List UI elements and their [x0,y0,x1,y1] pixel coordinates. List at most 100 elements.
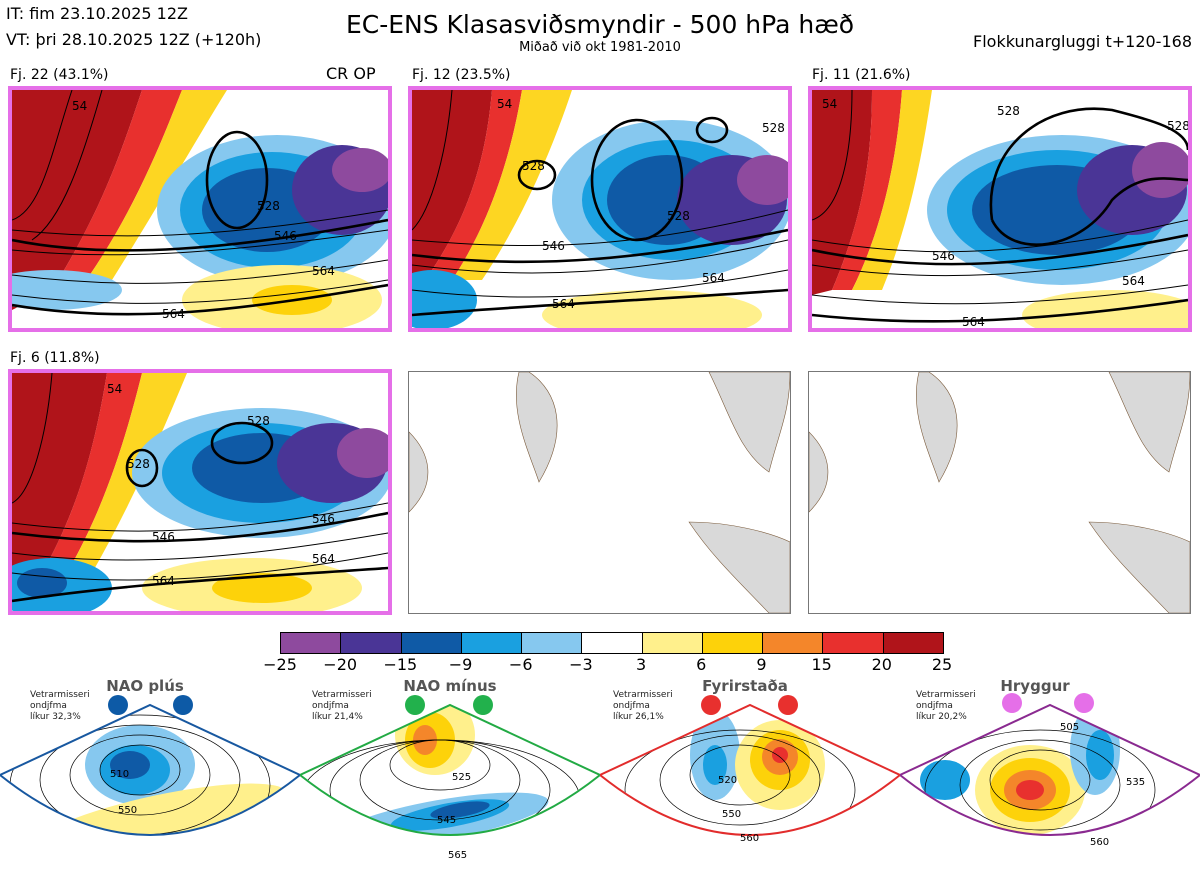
panel-2-label: Fj. 12 (23.5%) [412,67,511,83]
colorbar-segment [281,633,341,653]
contour-label: 546 [152,530,175,544]
colorbar-tick-label: 3 [635,655,647,674]
colorbar-segment [340,633,401,653]
contour-label: 535 [1126,777,1145,788]
regime-dot-nao-plus [108,695,128,715]
regime-side-text: Vetrarmisseri ondjfma líkur 21,4% [312,690,372,722]
regime-name-blocking: Fyrirstaða [702,677,788,695]
colorbar-tick-label: −15 [383,655,418,674]
colorbar-tick-label: 15 [811,655,832,674]
colorbar-segment [581,633,642,653]
cluster-panel-1[interactable]: 546 564 564 528 54 [8,86,392,332]
colorbar-tick-label: 9 [756,655,767,674]
colorbar-segment [400,633,461,653]
cluster-panel-4[interactable]: 546 564 564 528 528 546 54 [8,369,392,615]
empty-panel-6 [808,371,1191,614]
contour-label: 546 [312,512,335,526]
colorbar-segment [521,633,582,653]
regime-side-text: Vetrarmisseri ondjfma líkur 32,3% [30,690,90,722]
colorbar-segment [701,633,763,653]
contour-label: 520 [718,775,737,786]
contour-label: 545 [437,815,456,826]
contour-label: 528 [762,121,785,135]
regime-dot-ridge [1002,693,1022,713]
regime-dot-nao-minus [405,695,425,715]
contour-label: 564 [152,574,175,588]
contour-label: 528 [257,199,280,213]
empty-map-5 [409,372,790,613]
init-time: IT: fim 23.10.2025 12Z [6,4,188,23]
regime-dot-blocking [778,695,798,715]
regime-dot-nao-minus [473,695,493,715]
contour-label: 528 [1167,119,1188,133]
regime-map-nao-plus: 510 550 [0,695,302,871]
regime-map-blocking: 520 550 560 [598,695,902,871]
colorbar-ticks: −25 −20 −15 −9 −6 −3 3 6 9 15 20 25 [263,655,952,677]
colorbar-tick-label: 6 [696,655,707,674]
colorbar-tick-label: 20 [871,655,892,674]
empty-map-6 [809,372,1190,613]
regime-map-ridge: 505 535 560 [898,695,1200,871]
contour-label: 54 [107,382,122,396]
cluster-map-1: 546 564 564 528 54 [12,90,388,328]
colorbar-tick-label: −25 [263,655,297,674]
regime-dot-ridge [1074,693,1094,713]
contour-label: 546 [542,239,565,253]
contour-label: 510 [110,769,129,780]
colorbar-tick-label: −3 [569,655,593,674]
colorbar-tick-label: −20 [323,655,358,674]
contour-label: 525 [452,772,471,783]
panel-1-label: Fj. 22 (43.1%) [10,67,109,83]
contour-label: 550 [118,805,137,816]
contour-label: 560 [1090,837,1109,848]
regime-name-nao-plus: NAO plús [106,677,184,695]
contour-label: 564 [962,315,985,328]
regime-side-text: Vetrarmisseri ondjfma líkur 20,2% [916,690,976,722]
contour-label: 550 [722,809,741,820]
panel-3-label: Fj. 11 (21.6%) [812,67,911,83]
colorbar [280,632,944,654]
cluster-map-2: 546 564 564 528 528 528 54 [412,90,788,328]
contour-label: 528 [247,414,270,428]
contour-label: 565 [448,850,467,861]
contour-label: 54 [822,97,837,111]
contour-label: 54 [72,99,87,113]
cluster-panel-2[interactable]: 546 564 564 528 528 528 54 [408,86,792,332]
regime-name-ridge: Hryggur [1000,677,1070,695]
colorbar-segment [762,633,823,653]
contour-label: 564 [162,307,185,321]
contour-label: 528 [997,104,1020,118]
panel-4-label: Fj. 6 (11.8%) [10,350,100,366]
colorbar-tick-label: −6 [508,655,533,674]
contour-label: 505 [1060,722,1079,733]
colorbar-segment [460,633,522,653]
page-title: EC-ENS Klasasviðsmyndir - 500 hPa hæð [345,10,855,39]
contour-label: 564 [702,271,725,285]
contour-label: 54 [497,97,512,111]
classification-window: Flokkunargluggi t+120-168 [973,32,1192,51]
colorbar-tick-label: −9 [448,655,473,674]
contour-label: 564 [312,552,335,566]
regime-map-nao-minus: 525 545 565 [298,695,602,871]
cluster-map-3: 546 564 564 528 528 54 [812,90,1188,328]
regime-side-text: Vetrarmisseri ondjfma líkur 26,1% [613,690,673,722]
contour-label: 546 [932,249,955,263]
regime-dot-blocking [701,695,721,715]
regime-dot-nao-plus [173,695,193,715]
contour-label: 546 [274,229,297,243]
contour-label: 560 [740,833,759,844]
contour-label: 564 [552,297,575,311]
page-subtitle: Miðað við okt 1981-2010 [519,40,681,55]
contour-label: 564 [1122,274,1145,288]
contour-label: 528 [127,457,150,471]
contour-label: 528 [522,159,545,173]
control-op-marker: CR OP [326,64,376,83]
cluster-map-4: 546 564 564 528 528 546 54 [12,373,388,611]
cluster-panel-3[interactable]: 546 564 564 528 528 54 [808,86,1192,332]
contour-label: 528 [667,209,690,223]
empty-panel-5 [408,371,791,614]
colorbar-segment [822,633,883,653]
valid-time: VT: þri 28.10.2025 12Z (+120h) [6,30,262,49]
contour-label: 564 [312,264,335,278]
colorbar-segment [882,633,943,653]
